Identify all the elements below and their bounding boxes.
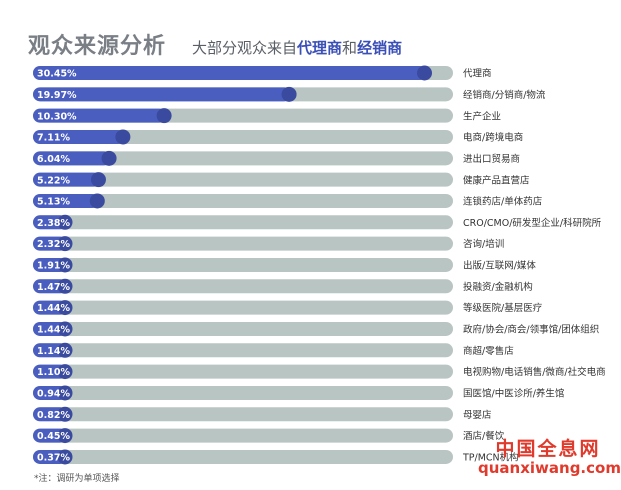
bar-track	[33, 236, 453, 251]
category-label: 咨询/培训	[463, 238, 504, 250]
bar-end-marker	[281, 86, 297, 102]
data-label: 0.82%	[37, 410, 70, 421]
category-label: 健康产品直营店	[463, 174, 530, 186]
data-label: 19.97%	[37, 90, 77, 101]
bar-track	[33, 151, 453, 166]
bar-track	[33, 321, 453, 336]
watermark-en: quanxiwang.com	[478, 459, 621, 477]
bar-end-marker	[57, 257, 73, 273]
category-label: 进出口贸易商	[463, 153, 520, 165]
bar-track	[33, 364, 453, 379]
bar	[33, 172, 101, 187]
category-label: 投融资/金融机构	[463, 281, 533, 293]
bar-end-marker	[57, 428, 73, 444]
data-label: 1.14%	[37, 346, 70, 357]
data-label: 0.94%	[37, 389, 70, 400]
data-label: 30.45%	[37, 69, 77, 80]
subtitle-join: 和	[342, 39, 358, 57]
bar	[33, 108, 167, 123]
data-label: 0.37%	[37, 453, 70, 464]
bar	[33, 66, 427, 80]
category-label: TP/MCN机构	[462, 452, 519, 464]
bar-end-marker	[57, 342, 73, 358]
bar-chart: 30.45% 代理商 19.97% 经销商/分销商/物流 10.30% 生产企业 7.11%…	[33, 65, 606, 465]
category-label: 国医馆/中医诊所/养生馆	[463, 388, 564, 400]
watermark-cn: 中国全息网	[495, 438, 601, 460]
bar	[33, 193, 100, 208]
bar-end-marker	[57, 236, 73, 252]
bar-end-marker	[57, 300, 73, 316]
bar-track	[33, 257, 453, 272]
data-label: 0.45%	[37, 431, 70, 442]
category-label: 出版/互联网/媒体	[463, 260, 536, 272]
data-label: 1.44%	[37, 325, 70, 336]
footnote: *注：调研为单项选择	[34, 474, 120, 484]
subtitle-highlight-dealer: 经销商	[357, 39, 403, 57]
category-label: 电商/跨境电商	[463, 132, 523, 144]
bar-end-marker	[57, 321, 73, 337]
bar-track	[33, 428, 453, 443]
bar-end-marker	[57, 278, 73, 294]
bar-track	[33, 193, 453, 208]
data-label: 1.10%	[37, 367, 70, 378]
bar-end-marker	[115, 129, 131, 145]
bar-end-marker	[57, 214, 73, 230]
category-label: 经销商/分销商/物流	[463, 89, 546, 101]
chart-subtitle: 大部分观众来自代理商和经销商	[192, 37, 402, 58]
subtitle-prefix: 大部分观众来自	[192, 39, 298, 57]
bar-track	[33, 279, 453, 294]
data-label: 2.38%	[37, 218, 70, 229]
bar-track	[33, 449, 453, 464]
bar-track	[33, 215, 453, 230]
bar-end-marker	[57, 385, 73, 401]
category-label: 母婴店	[463, 409, 492, 421]
data-label: 7.11%	[37, 133, 70, 144]
data-label: 1.44%	[37, 303, 70, 314]
category-label: 酒店/餐饮	[463, 430, 505, 442]
data-label: 1.47%	[37, 282, 70, 293]
bar-end-marker	[57, 449, 73, 465]
bar-track	[33, 300, 453, 315]
data-label: 5.13%	[37, 197, 70, 208]
bar-end-marker	[89, 193, 105, 209]
category-label: 生产企业	[463, 110, 501, 122]
bar	[33, 151, 112, 166]
category-label: 代理商	[463, 68, 492, 80]
category-label: 政府/协会/商会/领事馆/团体组织	[463, 324, 599, 336]
bar-track	[33, 172, 453, 187]
bar-track	[33, 407, 453, 422]
bar-track	[33, 385, 453, 400]
chart-header: 观众来源分析 大部分观众来自代理商和经销商	[28, 28, 402, 62]
bar-end-marker	[417, 65, 433, 81]
watermark-logo: 中国全息网 quanxiwang.com	[478, 438, 621, 477]
data-label: 2.32%	[37, 239, 70, 250]
bar-track	[33, 343, 453, 358]
bar-end-marker	[90, 172, 106, 188]
subtitle-highlight-agent: 代理商	[297, 39, 343, 57]
data-label: 10.30%	[37, 111, 77, 122]
bar	[33, 87, 292, 102]
category-label: 连锁药店/单体药店	[463, 196, 542, 208]
category-label: 电视购物/电话销售/微商/社交电商	[463, 366, 606, 378]
category-label: 商超/零售店	[463, 345, 514, 357]
data-label: 1.91%	[37, 261, 70, 272]
bar-track	[33, 129, 453, 144]
data-label: 6.04%	[37, 154, 70, 165]
bar-end-marker	[57, 364, 73, 380]
category-label: 等级医院/基层医疗	[463, 302, 543, 314]
bar-end-marker	[57, 406, 73, 422]
bar-end-marker	[156, 108, 172, 124]
data-label: 5.22%	[37, 175, 70, 186]
bar	[33, 129, 125, 144]
category-label: CRO/CMO/研发型企业/科研院所	[463, 217, 602, 229]
bar-end-marker	[101, 150, 117, 166]
chart-title: 观众来源分析	[28, 34, 167, 59]
